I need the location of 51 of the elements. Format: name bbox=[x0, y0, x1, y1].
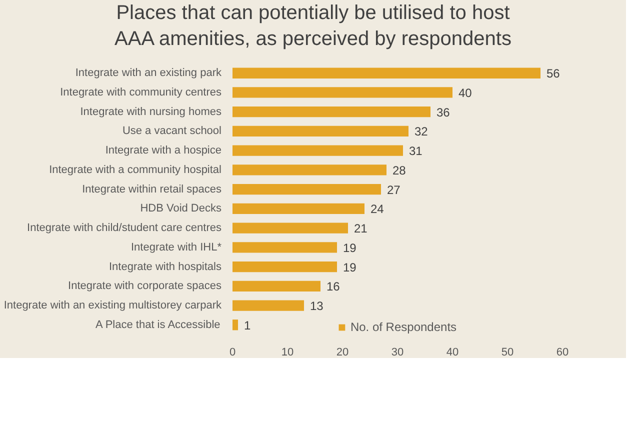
data-label: 16 bbox=[326, 280, 340, 294]
y-tick-label: Integrate with a community hospital bbox=[49, 164, 222, 176]
bar bbox=[232, 280, 320, 292]
data-label: 40 bbox=[458, 86, 472, 100]
y-tick-label: HDB Void Decks bbox=[140, 202, 222, 215]
bar bbox=[232, 222, 348, 234]
bar bbox=[232, 184, 381, 195]
y-tick-label: Integrate within retail spaces bbox=[82, 183, 222, 196]
bar bbox=[232, 164, 386, 176]
bar bbox=[232, 320, 238, 330]
data-label: 1 bbox=[244, 318, 251, 332]
x-tick-label: 50 bbox=[501, 346, 514, 358]
data-label: 28 bbox=[392, 163, 406, 178]
bar bbox=[232, 203, 364, 214]
bar bbox=[232, 106, 430, 118]
legend-label: No. of Respondents bbox=[350, 320, 457, 334]
data-label: 19 bbox=[343, 260, 357, 274]
data-label: 56 bbox=[546, 66, 560, 81]
chart-title: Places that can potentially be utilised to host AAA amenities, as perceived by respondents bbox=[114, 1, 512, 52]
bar bbox=[232, 126, 408, 137]
bar bbox=[232, 68, 540, 78]
data-label: 19 bbox=[343, 240, 357, 255]
y-tick-label: Integrate with IHL* bbox=[131, 241, 222, 254]
y-tick-label: Integrate with a hospice bbox=[105, 144, 222, 157]
x-tick-label: 40 bbox=[446, 346, 459, 358]
y-tick-label: A Place that is Accessible bbox=[96, 318, 220, 331]
data-label: 36 bbox=[436, 105, 450, 120]
y-tick-label: Integrate with community centres bbox=[60, 86, 222, 98]
y-tick-label: Integrate with an existing multistorey carpark bbox=[4, 300, 222, 312]
bar bbox=[232, 300, 304, 311]
y-tick-label: Integrate with corporate spaces bbox=[68, 280, 222, 292]
x-tick-label: 10 bbox=[281, 346, 294, 358]
y-tick-label: Integrate with hospitals bbox=[108, 260, 222, 273]
y-tick-label: Use a vacant school bbox=[122, 125, 222, 138]
bar bbox=[232, 145, 403, 156]
x-tick-label: 30 bbox=[391, 346, 404, 358]
data-label: 31 bbox=[409, 144, 423, 158]
bar bbox=[232, 87, 452, 98]
y-tick-label: Integrate with child/student care centres bbox=[27, 222, 222, 234]
x-tick-label: 20 bbox=[336, 346, 349, 358]
bar bbox=[232, 242, 337, 253]
x-tick-label: 60 bbox=[556, 346, 569, 358]
data-label: 27 bbox=[387, 182, 401, 197]
data-label: 24 bbox=[370, 202, 384, 216]
x-tick-label: 0 bbox=[229, 346, 236, 358]
data-label: 13 bbox=[310, 299, 324, 314]
y-tick-label: Integrate with nursing homes bbox=[80, 106, 222, 118]
data-label: 32 bbox=[414, 124, 428, 139]
bar bbox=[232, 261, 337, 272]
y-tick-label: Integrate with an existing park bbox=[75, 67, 222, 80]
data-label: 21 bbox=[354, 222, 368, 236]
